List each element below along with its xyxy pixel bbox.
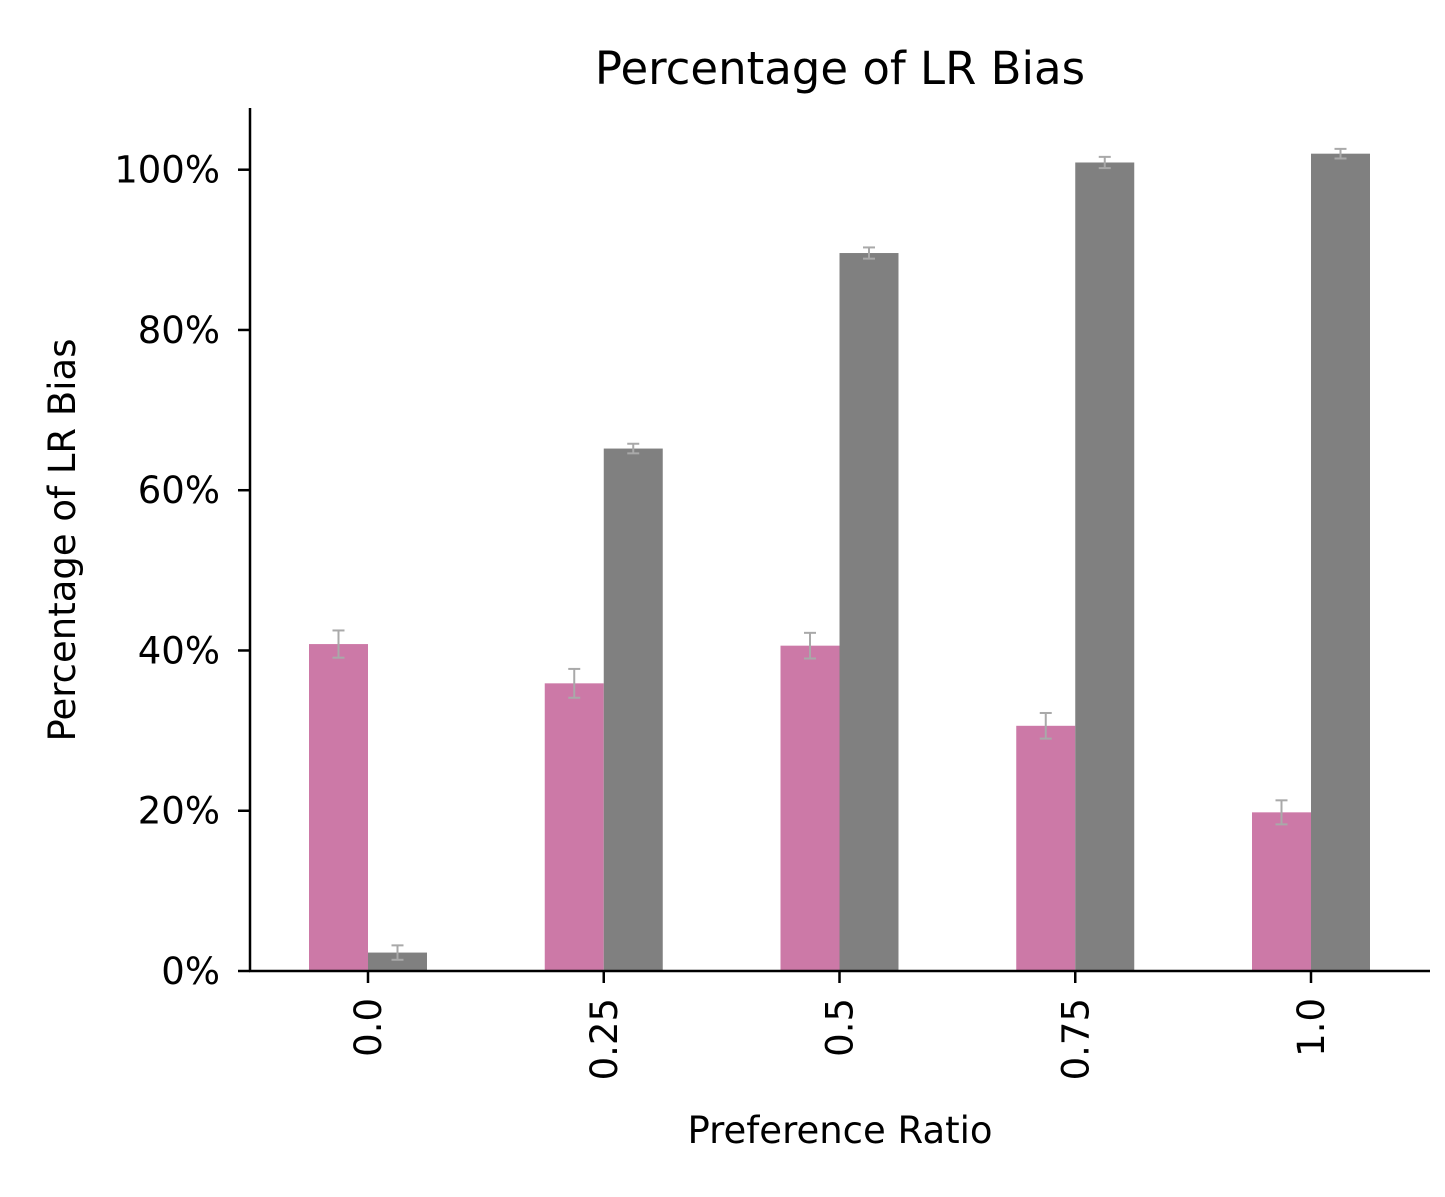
bar-series2-4: [1311, 153, 1370, 972]
error-bar-series1-1: [568, 667, 581, 699]
y-ticks-layer: 0% 20% 40% 60% 80% 100%: [114, 149, 250, 993]
bar-series1-4: [1252, 812, 1311, 971]
y-axis-label: Percentage of LR Bias: [41, 338, 84, 741]
error-bar-series2-3: [1098, 155, 1111, 170]
y-tick-label-1: 20%: [138, 790, 220, 833]
x-tick-label-3: 0.75: [1054, 998, 1097, 1080]
bar-series2-1: [603, 448, 663, 971]
error-bar-series1-4: [1275, 799, 1288, 826]
y-tick-label-5: 100%: [114, 149, 220, 192]
y-tick-label-2: 40%: [138, 629, 220, 672]
error-bar-series1-2: [804, 631, 816, 660]
error-bar-series2-2: [863, 246, 875, 260]
error-bar-series1-3: [1039, 711, 1052, 740]
x-ticks-layer: 0.0 0.25 0.5 0.75 1.0: [347, 971, 1333, 1080]
error-bar-series1-0: [332, 629, 345, 659]
bar-series1-2: [780, 645, 840, 971]
bar-series2-2: [839, 253, 899, 971]
bar-series1-3: [1016, 725, 1076, 971]
error-bar-series2-0: [391, 944, 404, 961]
y-tick-label-0: 0%: [161, 950, 220, 993]
error-bar-series2-4: [1334, 147, 1347, 160]
bar-series1-0: [309, 644, 368, 971]
bar-series1-1: [544, 683, 604, 971]
bar-series2-3: [1075, 162, 1135, 971]
bars-layer: [309, 153, 1370, 972]
y-tick-label-3: 60%: [138, 469, 220, 512]
x-axis-label: Preference Ratio: [687, 1109, 992, 1152]
x-tick-label-4: 1.0: [1290, 998, 1333, 1057]
x-tick-label-2: 0.5: [819, 998, 862, 1057]
error-bar-series2-1: [627, 442, 640, 455]
x-tick-label-0: 0.0: [347, 998, 390, 1057]
bar-series2-0: [368, 952, 427, 971]
y-tick-label-4: 80%: [138, 309, 220, 352]
x-tick-label-1: 0.25: [583, 998, 626, 1080]
chart-title: Percentage of LR Bias: [595, 42, 1085, 95]
error-bars-layer: [332, 147, 1347, 961]
